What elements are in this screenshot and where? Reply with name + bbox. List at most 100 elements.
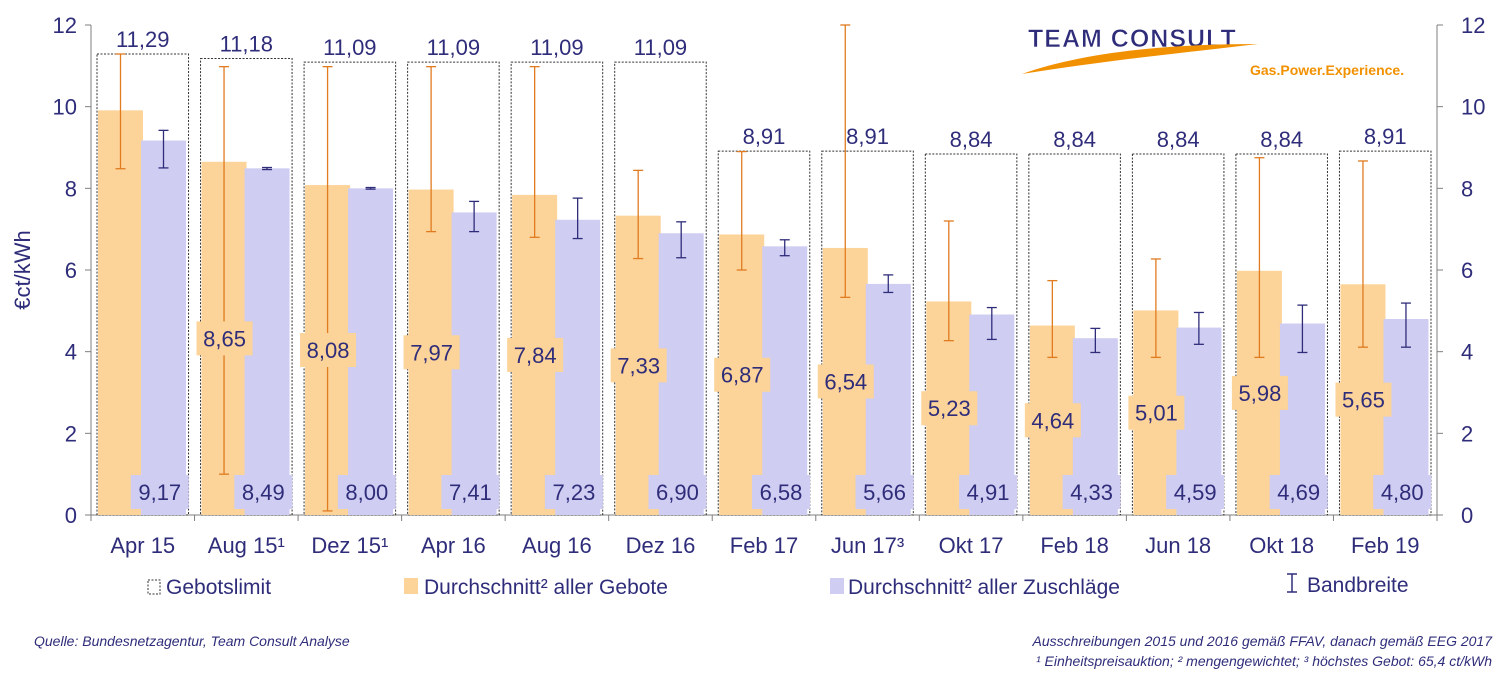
range-zuschlaege	[676, 221, 687, 259]
data-label-gebote-bg	[921, 391, 978, 426]
range-zuschlaege	[1297, 304, 1308, 354]
legend-swatch-gebotslimit	[147, 579, 161, 595]
bar-gebotslimit	[96, 53, 190, 516]
data-label-zuschlaege-bg	[441, 475, 500, 509]
data-label-zuschlaege: 8,49	[242, 480, 285, 505]
range-gebote	[633, 169, 644, 260]
data-label-gebote-bg	[1231, 375, 1288, 410]
data-label-gebote-bg	[196, 321, 253, 356]
data-label-zuschlaege-bg	[648, 475, 707, 509]
data-label-zuschlaege: 4,69	[1277, 480, 1320, 505]
bar-gebotslimit	[200, 57, 293, 516]
team-consult-logo: TEAM CONSULT Gas.Power.Experience.	[1022, 25, 1404, 78]
data-label-zuschlaege-bg	[1269, 475, 1328, 509]
bar-gebotslimit	[407, 61, 500, 516]
data-label-gebote-bg	[507, 337, 564, 372]
source-note: Quelle: Bundesnetzagentur, Team Consult …	[34, 633, 350, 649]
range-gebote	[736, 150, 747, 271]
data-label-gebote: 8,08	[307, 338, 350, 363]
data-label-gebotslimit: 11,09	[323, 35, 376, 60]
range-gebote	[840, 24, 851, 299]
data-label-zuschlaege-bg	[337, 475, 396, 509]
data-label-zuschlaege: 4,80	[1381, 480, 1424, 505]
data-label-zuschlaege-bg	[752, 475, 810, 509]
y-tick-label-left: 0	[65, 503, 77, 528]
data-label-gebotslimit: 11,29	[116, 27, 169, 52]
data-label-gebotslimit: 8,84	[1260, 127, 1303, 152]
range-gebote	[1357, 160, 1368, 348]
y-tick-label-left: 6	[65, 258, 77, 283]
data-label-zuschlaege: 8,00	[345, 480, 388, 505]
data-label-gebote: 5,01	[1135, 401, 1178, 426]
x-tick-label: Aug 15¹	[208, 533, 285, 558]
range-zuschlaege	[158, 129, 169, 169]
range-gebote	[529, 66, 540, 238]
data-label-gebote-bg	[1335, 382, 1392, 417]
range-zuschlaege	[262, 166, 273, 171]
data-label-gebotslimit: 11,09	[530, 35, 583, 60]
data-label-zuschlaege-bg	[1166, 475, 1225, 509]
data-label-gebotslimit: 8,91	[743, 124, 786, 149]
data-label-gebote: 8,65	[203, 326, 246, 351]
y-tick-label-right: 8	[1461, 176, 1473, 201]
data-label-gebote: 5,98	[1239, 381, 1282, 406]
x-tick-label: Feb 19	[1351, 533, 1420, 558]
bar-gebotslimit	[614, 61, 707, 516]
data-label-zuschlaege: 4,91	[967, 480, 1010, 505]
data-label-gebote-bg	[817, 364, 874, 399]
y-tick-label-right: 10	[1461, 95, 1485, 120]
x-tick-label: Jun 17³	[831, 533, 904, 558]
range-zuschlaege	[1090, 327, 1101, 354]
y-tick-label-right: 4	[1461, 340, 1473, 365]
data-label-gebotslimit: 11,18	[220, 31, 273, 56]
data-label-gebotslimit: 8,84	[950, 127, 993, 152]
data-label-zuschlaege: 6,90	[656, 480, 699, 505]
y-tick-label-left: 8	[65, 176, 77, 201]
data-label-gebote: 6,87	[721, 363, 764, 388]
logo-tagline: Gas.Power.Experience.	[1250, 62, 1404, 78]
data-label-gebote-bg	[610, 348, 667, 383]
x-tick-label: Dez 16	[626, 533, 696, 558]
data-label-zuschlaege-bg	[855, 475, 914, 509]
legend: Gebotslimit Durchschnitt² aller Gebote D…	[147, 573, 1409, 599]
range-gebote	[322, 66, 333, 512]
range-zuschlaege	[779, 239, 790, 257]
range-gebote	[426, 66, 437, 233]
legend-swatch-zuschlaege	[830, 578, 844, 594]
logo-swoosh-icon	[1022, 44, 1258, 74]
data-label-zuschlaege-bg	[959, 475, 1018, 509]
y-tick-label-left: 10	[53, 95, 77, 120]
data-label-zuschlaege: 4,33	[1070, 480, 1113, 505]
data-label-gebote: 4,64	[1031, 408, 1074, 433]
y-tick-label-left: 4	[65, 340, 77, 365]
y-tick-label-right: 12	[1461, 13, 1485, 38]
x-tick-label: Dez 15¹	[311, 533, 388, 558]
bar-gebotslimit	[510, 61, 604, 516]
y-tick-label-right: 6	[1461, 258, 1473, 283]
footnote-auction-basis: Ausschreibungen 2015 und 2016 gemäß FFAV…	[1032, 633, 1492, 649]
data-label-gebotslimit: 11,09	[427, 35, 480, 60]
bar-zuschlaege	[141, 140, 186, 515]
legend-label-gebote: Durchschnitt² aller Gebote	[424, 576, 668, 599]
data-label-zuschlaege-bg	[1062, 475, 1121, 509]
legend-label-bandbreite: Bandbreite	[1307, 574, 1409, 597]
range-zuschlaege	[883, 274, 894, 294]
range-gebote	[115, 53, 126, 170]
legend-swatch-bandbreite	[1287, 573, 1297, 593]
data-label-gebote: 6,54	[824, 369, 867, 394]
bar-gebotslimit	[303, 61, 397, 516]
data-label-zuschlaege: 7,23	[553, 480, 596, 505]
y-axis-label: €ct/kWh	[10, 230, 35, 309]
range-gebote	[1150, 258, 1161, 359]
legend-label-zuschlaege: Durchschnitt² aller Zuschläge	[848, 576, 1120, 599]
logo-title: TEAM CONSULT	[1028, 25, 1237, 53]
data-label-gebote-bg	[300, 333, 357, 368]
range-zuschlaege	[1193, 311, 1204, 345]
data-label-gebotslimit: 8,84	[1157, 127, 1200, 152]
data-label-zuschlaege: 9,17	[138, 480, 181, 505]
data-label-zuschlaege: 5,66	[863, 480, 906, 505]
x-tick-label: Apr 15	[110, 533, 175, 558]
range-zuschlaege	[365, 186, 376, 190]
range-zuschlaege	[986, 306, 997, 341]
data-label-zuschlaege-bg	[234, 475, 293, 509]
